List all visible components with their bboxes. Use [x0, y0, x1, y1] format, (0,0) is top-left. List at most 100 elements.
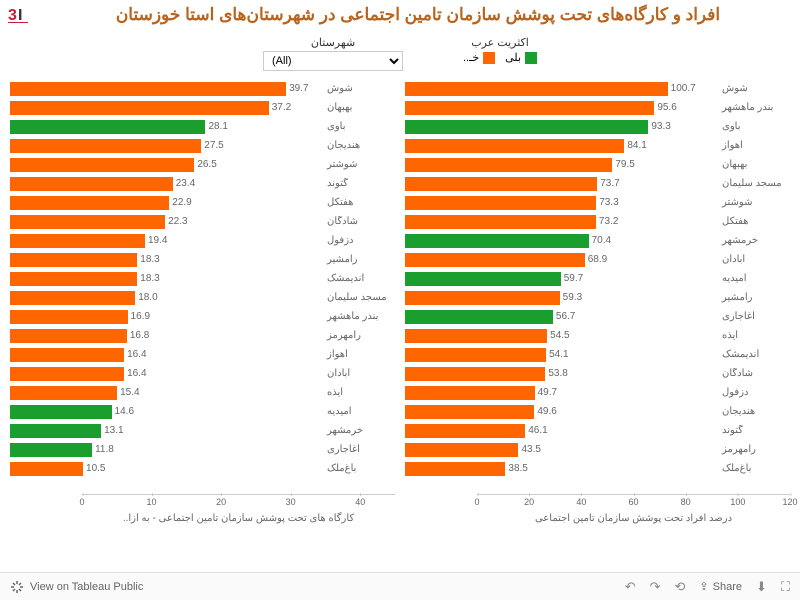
bar[interactable] — [405, 158, 612, 172]
bar[interactable] — [10, 272, 137, 286]
bar-row[interactable]: بندر ماهشهر16.9 — [10, 307, 395, 326]
legend-swatch-yes — [525, 52, 537, 64]
bar-row[interactable]: شادگان53.8 — [405, 364, 790, 383]
bar[interactable] — [10, 139, 201, 153]
bar-area: 56.7 — [405, 309, 718, 325]
bar-row[interactable]: آبادان68.9 — [405, 250, 790, 269]
bar[interactable] — [10, 82, 286, 96]
bar[interactable] — [405, 424, 525, 438]
bar-row[interactable]: بهبهان79.5 — [405, 155, 790, 174]
bar[interactable] — [405, 272, 561, 286]
bar-row[interactable]: شوش100.7 — [405, 79, 790, 98]
bar[interactable] — [405, 177, 597, 191]
bar[interactable] — [10, 329, 127, 343]
bar-row[interactable]: بهبهان37.2 — [10, 98, 395, 117]
redo-icon[interactable]: ↷ — [650, 579, 661, 595]
bar-row[interactable]: گتوند23.4 — [10, 174, 395, 193]
bar[interactable] — [405, 367, 545, 381]
bar-row[interactable]: خرمشهر13.1 — [10, 421, 395, 440]
bar-row[interactable]: شوشتر26.5 — [10, 155, 395, 174]
bar-row[interactable]: مسجد سلیمان73.7 — [405, 174, 790, 193]
bar[interactable] — [10, 120, 205, 134]
bar-row[interactable]: هفتکل22.9 — [10, 193, 395, 212]
footer-left[interactable]: View on Tableau Public — [10, 580, 143, 594]
bar[interactable] — [10, 310, 128, 324]
bar-row[interactable]: اندیمشک54.1 — [405, 345, 790, 364]
bar[interactable] — [405, 82, 668, 96]
bar-row[interactable]: اهواز16.4 — [10, 345, 395, 364]
bar-row[interactable]: رامشیر18.3 — [10, 250, 395, 269]
bar-row[interactable]: آغاجاری11.8 — [10, 440, 395, 459]
bar-row[interactable]: باغ‌ملک10.5 — [10, 459, 395, 478]
bar[interactable] — [10, 101, 269, 115]
bar-row[interactable]: دزفول19.4 — [10, 231, 395, 250]
bar-row[interactable]: هندیجان 49.6 — [405, 402, 790, 421]
bar[interactable] — [10, 424, 101, 438]
bar[interactable] — [10, 177, 173, 191]
bar-row[interactable]: هندیجان27.5 — [10, 136, 395, 155]
bar[interactable] — [405, 101, 654, 115]
bar-row[interactable]: آغاجاری56.7 — [405, 307, 790, 326]
bar[interactable] — [10, 462, 83, 476]
bar[interactable] — [405, 253, 585, 267]
bar[interactable] — [10, 443, 92, 457]
bar[interactable] — [10, 196, 169, 210]
bar[interactable] — [405, 443, 518, 457]
bar[interactable] — [405, 139, 624, 153]
bar[interactable] — [405, 386, 535, 400]
bar-value: 49.6 — [537, 405, 556, 419]
bar[interactable] — [405, 215, 596, 229]
bar-row[interactable]: رامهرمز16.8 — [10, 326, 395, 345]
x-tick: 20 — [216, 497, 226, 507]
bar-row[interactable]: دزفول49.7 — [405, 383, 790, 402]
bar-row[interactable]: شوش39.7 — [10, 79, 395, 98]
bar[interactable] — [10, 234, 145, 248]
undo-icon[interactable]: ↶ — [625, 579, 636, 595]
bar-row[interactable]: اهواز84.1 — [405, 136, 790, 155]
bar-row[interactable]: ایذه15.4 — [10, 383, 395, 402]
bar[interactable] — [405, 329, 547, 343]
reset-icon[interactable]: ⟲ — [675, 579, 686, 595]
bar[interactable] — [10, 405, 112, 419]
bar-row[interactable]: آبادان16.4 — [10, 364, 395, 383]
bar[interactable] — [405, 462, 505, 476]
bar-row[interactable]: رامهرمز43.5 — [405, 440, 790, 459]
bar[interactable] — [10, 158, 194, 172]
bar[interactable] — [405, 291, 560, 305]
bar-area: 13.1 — [10, 423, 323, 439]
share-button[interactable]: ⇪ Share — [699, 580, 742, 593]
bar[interactable] — [405, 234, 589, 248]
bar-row[interactable]: هفتکل73.2 — [405, 212, 790, 231]
bar[interactable] — [10, 348, 124, 362]
download-icon[interactable]: ⬇ — [756, 579, 767, 595]
bar-row[interactable]: باوی93.3 — [405, 117, 790, 136]
bar-label: هندیجان — [718, 406, 790, 417]
bar-row[interactable]: اندیمشک18.3 — [10, 269, 395, 288]
bar-row[interactable]: باغ‌ملک38.5 — [405, 459, 790, 478]
bar-row[interactable]: امیدیه14.6 — [10, 402, 395, 421]
bar-row[interactable]: شادگان22.3 — [10, 212, 395, 231]
bar[interactable] — [405, 348, 546, 362]
bar-label: رامهرمز — [323, 330, 395, 341]
bar[interactable] — [10, 291, 135, 305]
bar-row[interactable]: رامشیر59.3 — [405, 288, 790, 307]
bar-row[interactable]: گتوند46.1 — [405, 421, 790, 440]
bar-row[interactable]: خرمشهر70.4 — [405, 231, 790, 250]
county-dropdown[interactable]: (All) — [263, 51, 403, 71]
bar-row[interactable]: ایذه54.5 — [405, 326, 790, 345]
bar[interactable] — [405, 120, 648, 134]
bar-row[interactable]: بندر ماهشهر95.6 — [405, 98, 790, 117]
bar-row[interactable]: مسجد سلیمان18.0 — [10, 288, 395, 307]
bar-area: 23.4 — [10, 176, 323, 192]
bar-row[interactable]: باوی28.1 — [10, 117, 395, 136]
bar[interactable] — [405, 196, 596, 210]
bar-row[interactable]: امیدیه59.7 — [405, 269, 790, 288]
bar[interactable] — [405, 405, 534, 419]
fullscreen-icon[interactable]: ⛶ — [781, 579, 790, 595]
bar-row[interactable]: شوشتر73.3 — [405, 193, 790, 212]
bar[interactable] — [405, 310, 553, 324]
bar[interactable] — [10, 367, 124, 381]
bar[interactable] — [10, 215, 165, 229]
bar[interactable] — [10, 253, 137, 267]
bar[interactable] — [10, 386, 117, 400]
